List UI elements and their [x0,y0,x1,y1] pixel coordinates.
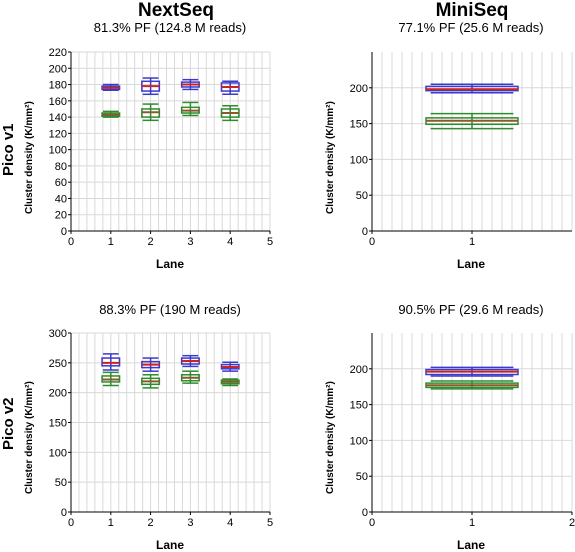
x-tick-label: 4 [227,517,233,529]
y-tick-label: 60 [55,177,67,189]
panel-nextseq-v1-title: 81.3% PF (124.8 M reads) [93,20,247,35]
panel-miniseq-v2-title: 90.5% PF (29.6 M reads) [398,302,544,317]
panel-miniseq-v1-title: 77.1% PF (25.6 M reads) [398,20,544,35]
y-tick-label: 150 [350,400,368,412]
y-tick-label: 0 [61,507,67,519]
x-tick-label: 0 [369,517,375,529]
y-tick-label: 250 [49,358,67,370]
x-tick-label: 5 [267,236,273,248]
y-tick-label: 200 [350,364,368,376]
panel-miniseq-v1-xlabel: Lane [456,257,485,271]
y-tick-label: 0 [362,507,368,519]
y-tick-label: 140 [49,112,67,124]
y-tick-label: 50 [356,471,368,483]
y-tick-label: 300 [49,328,67,340]
y-tick-label: 220 [49,47,67,59]
y-tick-label: 180 [49,80,67,92]
x-tick-label: 2 [148,236,154,248]
y-tick-label: 150 [350,119,368,131]
column-title-miniseq: MiniSeq [435,0,509,21]
x-tick-label: 0 [68,517,74,529]
y-tick-label: 20 [55,210,67,222]
x-tick-label: 2 [569,517,575,529]
y-tick-label: 100 [49,447,67,459]
y-tick-label: 100 [49,145,67,157]
x-tick-label: 4 [227,236,233,248]
x-tick-label: 3 [187,517,193,529]
y-tick-label: 200 [49,388,67,400]
y-tick-label: 100 [350,435,368,447]
y-tick-label: 150 [49,418,67,430]
y-tick-label: 0 [61,226,67,238]
x-tick-label: 1 [469,517,475,529]
x-tick-label: 1 [108,236,114,248]
y-tick-label: 200 [49,63,67,75]
y-tick-label: 80 [55,161,67,173]
x-tick-label: 1 [108,517,114,529]
column-title-nextseq: NextSeq [137,0,215,21]
x-tick-label: 0 [68,236,74,248]
y-tick-label: 160 [49,96,67,108]
x-tick-label: 2 [148,517,154,529]
panel-nextseq-v1-xlabel: Lane [155,257,184,271]
x-tick-label: 5 [267,517,273,529]
y-tick-label: 40 [55,193,67,205]
y-tick-label: 0 [362,226,368,238]
y-tick-label: 100 [350,154,368,166]
y-tick-label: 200 [350,83,368,95]
x-tick-label: 3 [187,236,193,248]
x-tick-label: 0 [369,236,375,248]
y-tick-label: 50 [55,477,67,489]
panel-nextseq-v2-xlabel: Lane [155,538,184,552]
panel-nextseq-v2-title: 88.3% PF (190 M reads) [99,302,241,317]
x-tick-label: 1 [469,236,475,248]
y-tick-label: 120 [49,128,67,140]
panel-miniseq-v2-xlabel: Lane [456,538,485,552]
y-tick-label: 50 [356,190,368,202]
